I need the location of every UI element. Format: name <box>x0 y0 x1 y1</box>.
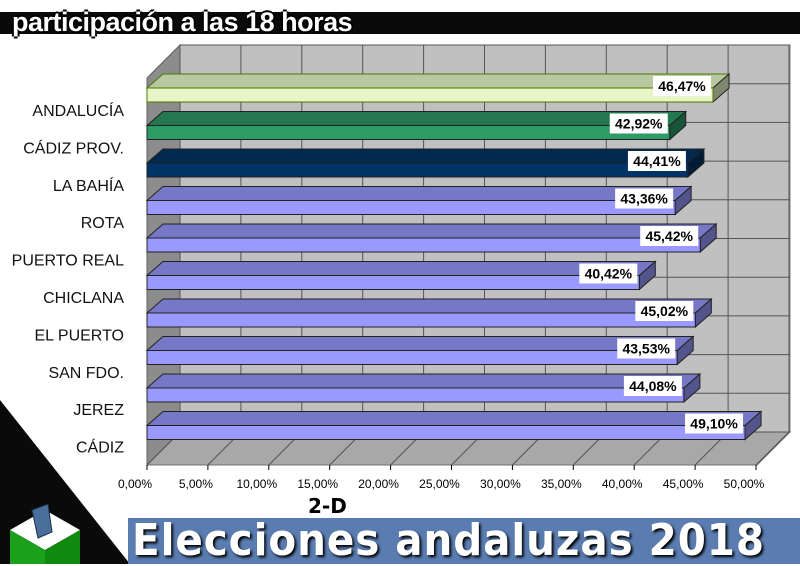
data-label-box <box>635 301 694 321</box>
footer-tag: 2-D <box>308 494 347 518</box>
bar-top-face <box>145 373 702 389</box>
bar-chart: 0,00% 5,00% 10,00% 15,00% 20,00% 25,00% 30,00%… <box>12 43 792 491</box>
bar <box>146 312 696 328</box>
bar <box>146 125 671 140</box>
bar-group: 45,42% <box>145 222 718 254</box>
category-label: LA BAHÍA <box>53 176 124 195</box>
bar-top-face <box>145 223 718 239</box>
bar-top-face <box>145 336 695 351</box>
bar-top-face <box>145 411 763 426</box>
ballot-box-logo <box>0 400 130 564</box>
data-label: 45,02% <box>641 303 689 319</box>
x-tick-label: 25,00% <box>419 477 460 491</box>
category-label: CÁDIZ PROV. <box>23 138 124 157</box>
bar-group: 40,42% <box>145 260 657 291</box>
category-label: PUERTO REAL <box>12 253 124 270</box>
x-tick-label: 15,00% <box>297 477 338 491</box>
bar <box>146 387 685 403</box>
title-bar <box>0 12 800 34</box>
bar-group: 43,36% <box>145 185 693 216</box>
category-label: JEREZ <box>73 402 124 419</box>
data-label-box <box>653 76 712 96</box>
data-label-box <box>615 188 674 209</box>
data-label: 45,42% <box>645 228 693 244</box>
data-label: 43,36% <box>620 191 668 207</box>
bar <box>146 350 678 365</box>
x-tick-label: 0,00% <box>118 477 152 491</box>
data-label-box <box>640 226 699 246</box>
x-tick-label: 30,00% <box>480 477 521 491</box>
category-label: CHICLANA <box>43 290 124 307</box>
bar <box>146 200 676 215</box>
bar-group: 43,53% <box>145 335 695 366</box>
ballot-envelope-icon <box>31 503 53 539</box>
bar-top-face <box>145 73 731 89</box>
data-label: 44,08% <box>629 378 677 394</box>
data-label: 49,10% <box>690 416 738 432</box>
ballot-box-side-right <box>45 530 80 564</box>
bar <box>146 162 689 178</box>
x-tick-label: 45,00% <box>663 477 704 491</box>
bar-group: 45,02% <box>145 297 713 329</box>
data-label: 42,92% <box>615 116 663 132</box>
category-label: ROTA <box>81 215 125 232</box>
data-label: 40,42% <box>585 266 633 282</box>
category-label: EL PUERTO <box>34 327 124 344</box>
bar-top-face <box>145 111 688 126</box>
bar-top-face <box>145 148 706 164</box>
category-label: CÁDIZ <box>76 438 124 457</box>
bar <box>146 237 701 253</box>
bar-top-face <box>145 298 713 314</box>
bar <box>146 275 640 290</box>
bar <box>146 87 714 103</box>
chart-title: participación a las 18 horas <box>12 7 353 37</box>
x-tick-label: 40,00% <box>602 477 643 491</box>
category-label: SAN FDO. <box>48 365 124 382</box>
ballot-box-side-left <box>10 530 45 564</box>
x-tick-label: 10,00% <box>236 477 277 491</box>
data-label-box <box>579 263 638 284</box>
bar-top-face <box>145 186 693 201</box>
x-tick-label: 20,00% <box>358 477 399 491</box>
bar <box>146 425 746 440</box>
x-tick-label: 35,00% <box>541 477 582 491</box>
category-label: ANDALUCÍA <box>32 101 124 120</box>
data-label-box <box>617 338 676 359</box>
footer-banner <box>128 518 800 564</box>
x-tick-label: 5,00% <box>179 477 213 491</box>
bar-group: 42,92% <box>145 110 688 141</box>
footer-banner-text: Elecciones andaluzas 2018 <box>132 515 765 566</box>
x-tick-label: 50,00% <box>724 477 765 491</box>
data-label-box <box>685 413 744 434</box>
floor-gridline <box>755 431 790 466</box>
data-label-box <box>623 376 682 396</box>
bar-group: 44,08% <box>145 372 702 404</box>
data-label-box <box>609 113 668 134</box>
data-label: 44,41% <box>633 153 681 169</box>
bar-group: 46,47% <box>145 72 731 104</box>
bar-group: 49,10% <box>145 410 763 441</box>
data-label: 46,47% <box>658 78 706 94</box>
bar-group: 44,41% <box>145 147 706 179</box>
data-label: 43,53% <box>622 341 670 357</box>
data-label-box <box>627 151 686 171</box>
bar-top-face <box>145 261 657 276</box>
